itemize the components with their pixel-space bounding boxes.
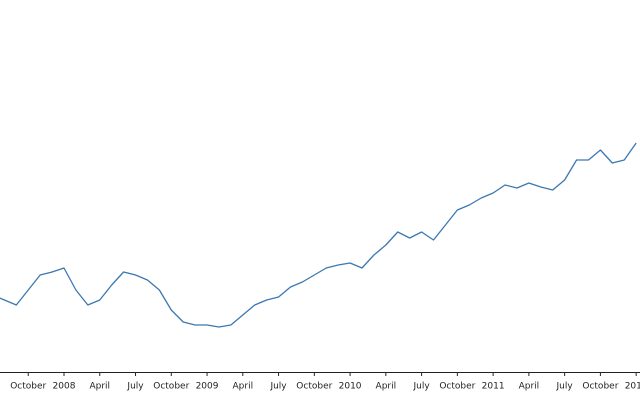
x-tick-label: July (556, 382, 574, 392)
x-tick-label: April (89, 382, 110, 392)
x-tick-label: April (519, 382, 540, 392)
x-tick-label: October (10, 382, 46, 392)
x-tick-label: October (439, 382, 475, 392)
x-tick-label: 2011 (482, 382, 505, 392)
x-tick-label: October (296, 382, 332, 392)
x-tick-label: April (376, 382, 397, 392)
x-tick-label: 2010 (339, 382, 362, 392)
x-tick-label: July (269, 382, 287, 392)
x-tick-label: July (126, 382, 144, 392)
x-tick-label: October (582, 382, 618, 392)
x-tick-label: 2009 (196, 382, 219, 392)
x-tick-label: 2012 (625, 382, 640, 392)
data-line (0, 142, 637, 328)
x-tick-label: October (153, 382, 189, 392)
x-tick-label: 2008 (53, 382, 76, 392)
x-tick-label: April (233, 382, 254, 392)
x-tick-label: July (413, 382, 431, 392)
